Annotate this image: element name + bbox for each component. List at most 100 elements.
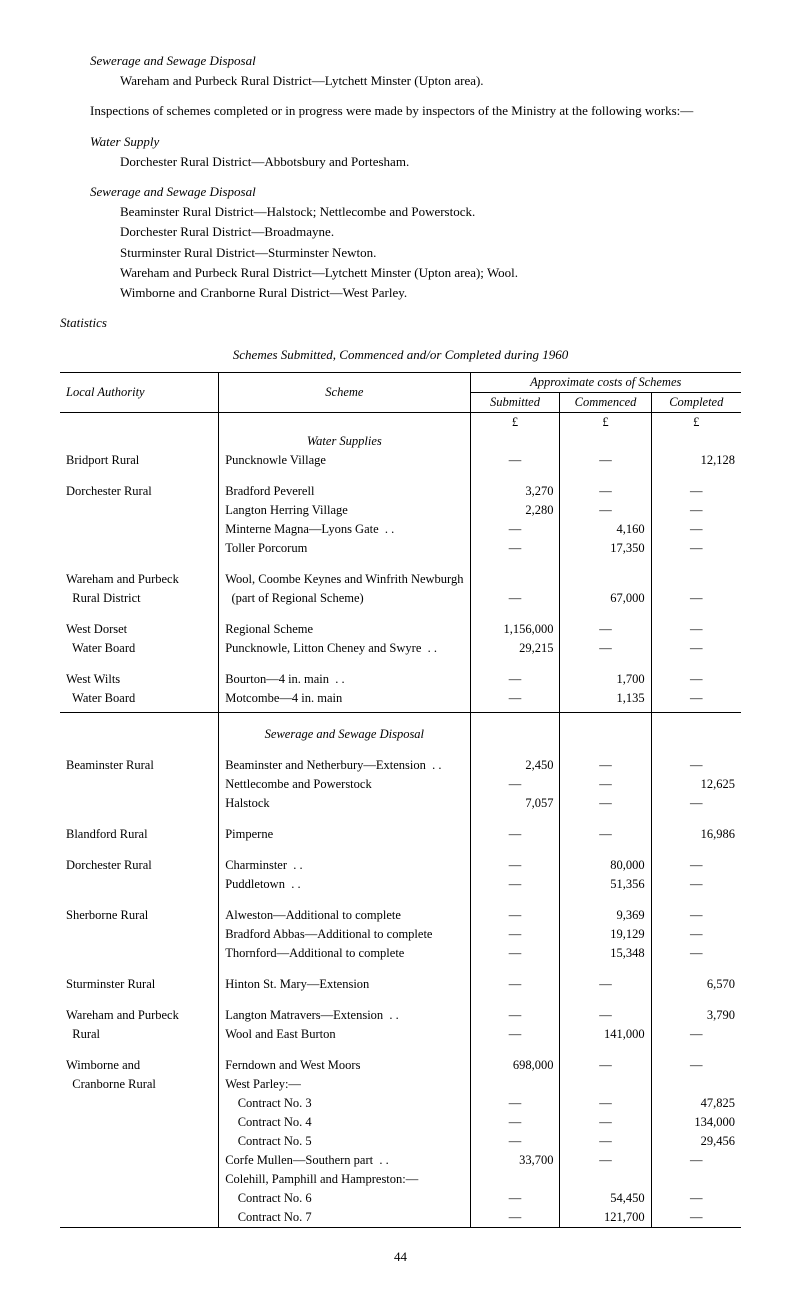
- authority-cell: [60, 1151, 219, 1170]
- value-cell: 1,135: [560, 689, 651, 708]
- value-cell: —: [651, 482, 741, 501]
- scheme-cell: Contract No. 5: [219, 1132, 470, 1151]
- value-cell: —: [470, 925, 560, 944]
- authority-cell: [60, 1170, 219, 1189]
- scheme-cell: Puddletown . .: [219, 875, 470, 894]
- value-cell: —: [470, 856, 560, 875]
- authority-cell: Beaminster Rural: [60, 756, 219, 775]
- authority-cell: [60, 501, 219, 520]
- value-cell: —: [560, 825, 651, 844]
- value-cell: 6,570: [651, 975, 741, 994]
- value-cell: —: [651, 670, 741, 689]
- sewage-heading-row: Sewerage and Sewage Disposal: [219, 725, 470, 744]
- table-row: Bradford Abbas—Additional to complete—19…: [60, 925, 741, 944]
- scheme-cell: Puncknowle Village: [219, 451, 470, 470]
- value-cell: 3,790: [651, 1006, 741, 1025]
- authority-cell: [60, 944, 219, 963]
- statistics-heading: Statistics: [60, 314, 741, 332]
- table-row: Cranborne RuralWest Parley:—: [60, 1075, 741, 1094]
- value-cell: 33,700: [470, 1151, 560, 1170]
- value-cell: —: [560, 775, 651, 794]
- table-row: Beaminster RuralBeaminster and Netherbur…: [60, 756, 741, 775]
- sewage2-line: Dorchester Rural District—Broadmayne.: [120, 223, 741, 241]
- authority-cell: [60, 875, 219, 894]
- value-cell: 17,350: [560, 539, 651, 558]
- table-row: Wareham and PurbeckWool, Coombe Keynes a…: [60, 570, 741, 589]
- value-cell: —: [470, 689, 560, 708]
- scheme-cell: Langton Matravers—Extension . .: [219, 1006, 470, 1025]
- authority-cell: [60, 1208, 219, 1228]
- value-cell: —: [560, 1056, 651, 1075]
- authority-cell: Sturminster Rural: [60, 975, 219, 994]
- page-number: 44: [60, 1248, 741, 1266]
- scheme-cell: Bradford Peverell: [219, 482, 470, 501]
- value-cell: —: [470, 589, 560, 608]
- pound-1: £: [470, 413, 560, 433]
- value-cell: [470, 570, 560, 589]
- table-row: Langton Herring Village2,280——: [60, 501, 741, 520]
- value-cell: 12,128: [651, 451, 741, 470]
- value-cell: —: [470, 1094, 560, 1113]
- value-cell: —: [470, 451, 560, 470]
- value-cell: —: [651, 689, 741, 708]
- authority-cell: Sherborne Rural: [60, 906, 219, 925]
- value-cell: —: [470, 1025, 560, 1044]
- scheme-cell: Bourton—4 in. main . .: [219, 670, 470, 689]
- authority-cell: Cranborne Rural: [60, 1075, 219, 1094]
- value-cell: —: [651, 925, 741, 944]
- value-cell: 16,986: [651, 825, 741, 844]
- scheme-cell: Hinton St. Mary—Extension: [219, 975, 470, 994]
- value-cell: —: [470, 906, 560, 925]
- sewage2-heading: Sewerage and Sewage Disposal: [90, 183, 741, 201]
- value-cell: [560, 1075, 651, 1094]
- table-row: Rural District (part of Regional Scheme)…: [60, 589, 741, 608]
- value-cell: —: [651, 620, 741, 639]
- table-row: Halstock7,057——: [60, 794, 741, 813]
- value-cell: 1,156,000: [470, 620, 560, 639]
- value-cell: —: [470, 1208, 560, 1228]
- authority-cell: Rural District: [60, 589, 219, 608]
- value-cell: —: [560, 639, 651, 658]
- table-row: Minterne Magna—Lyons Gate . .—4,160—: [60, 520, 741, 539]
- value-cell: 15,348: [560, 944, 651, 963]
- header-submitted: Submitted: [470, 393, 560, 413]
- value-cell: —: [651, 1189, 741, 1208]
- value-cell: —: [470, 1132, 560, 1151]
- value-cell: —: [560, 482, 651, 501]
- table-row: Contract No. 5——29,456: [60, 1132, 741, 1151]
- scheme-cell: West Parley:—: [219, 1075, 470, 1094]
- table-row: Blandford RuralPimperne——16,986: [60, 825, 741, 844]
- scheme-cell: Corfe Mullen—Southern part . .: [219, 1151, 470, 1170]
- table-row: Contract No. 3——47,825: [60, 1094, 741, 1113]
- header-commenced: Commenced: [560, 393, 651, 413]
- scheme-cell: Langton Herring Village: [219, 501, 470, 520]
- value-cell: [651, 1170, 741, 1189]
- table-row: RuralWool and East Burton—141,000—: [60, 1025, 741, 1044]
- scheme-cell: Wool, Coombe Keynes and Winfrith Newburg…: [219, 570, 470, 589]
- value-cell: —: [651, 501, 741, 520]
- scheme-cell: Toller Porcorum: [219, 539, 470, 558]
- value-cell: —: [470, 975, 560, 994]
- table-row: Wimborne andFerndown and West Moors698,0…: [60, 1056, 741, 1075]
- value-cell: 29,215: [470, 639, 560, 658]
- value-cell: 29,456: [651, 1132, 741, 1151]
- scheme-cell: Bradford Abbas—Additional to complete: [219, 925, 470, 944]
- table-row: Sherborne RuralAlweston—Additional to co…: [60, 906, 741, 925]
- scheme-cell: Halstock: [219, 794, 470, 813]
- scheme-cell: Charminster . .: [219, 856, 470, 875]
- value-cell: —: [470, 539, 560, 558]
- sewage2-line: Wareham and Purbeck Rural District—Lytch…: [120, 264, 741, 282]
- value-cell: —: [651, 1056, 741, 1075]
- scheme-cell: Pimperne: [219, 825, 470, 844]
- scheme-cell: Thornford—Additional to complete: [219, 944, 470, 963]
- sewage2-line: Sturminster Rural District—Sturminster N…: [120, 244, 741, 262]
- value-cell: —: [651, 875, 741, 894]
- scheme-cell: Nettlecombe and Powerstock: [219, 775, 470, 794]
- table-row: Nettlecombe and Powerstock——12,625: [60, 775, 741, 794]
- table-row: Puddletown . .—51,356—: [60, 875, 741, 894]
- scheme-cell: Beaminster and Netherbury—Extension . .: [219, 756, 470, 775]
- value-cell: 9,369: [560, 906, 651, 925]
- value-cell: [560, 570, 651, 589]
- sewage2-line: Wimborne and Cranborne Rural District—We…: [120, 284, 741, 302]
- table-row: Dorchester RuralBradford Peverell3,270——: [60, 482, 741, 501]
